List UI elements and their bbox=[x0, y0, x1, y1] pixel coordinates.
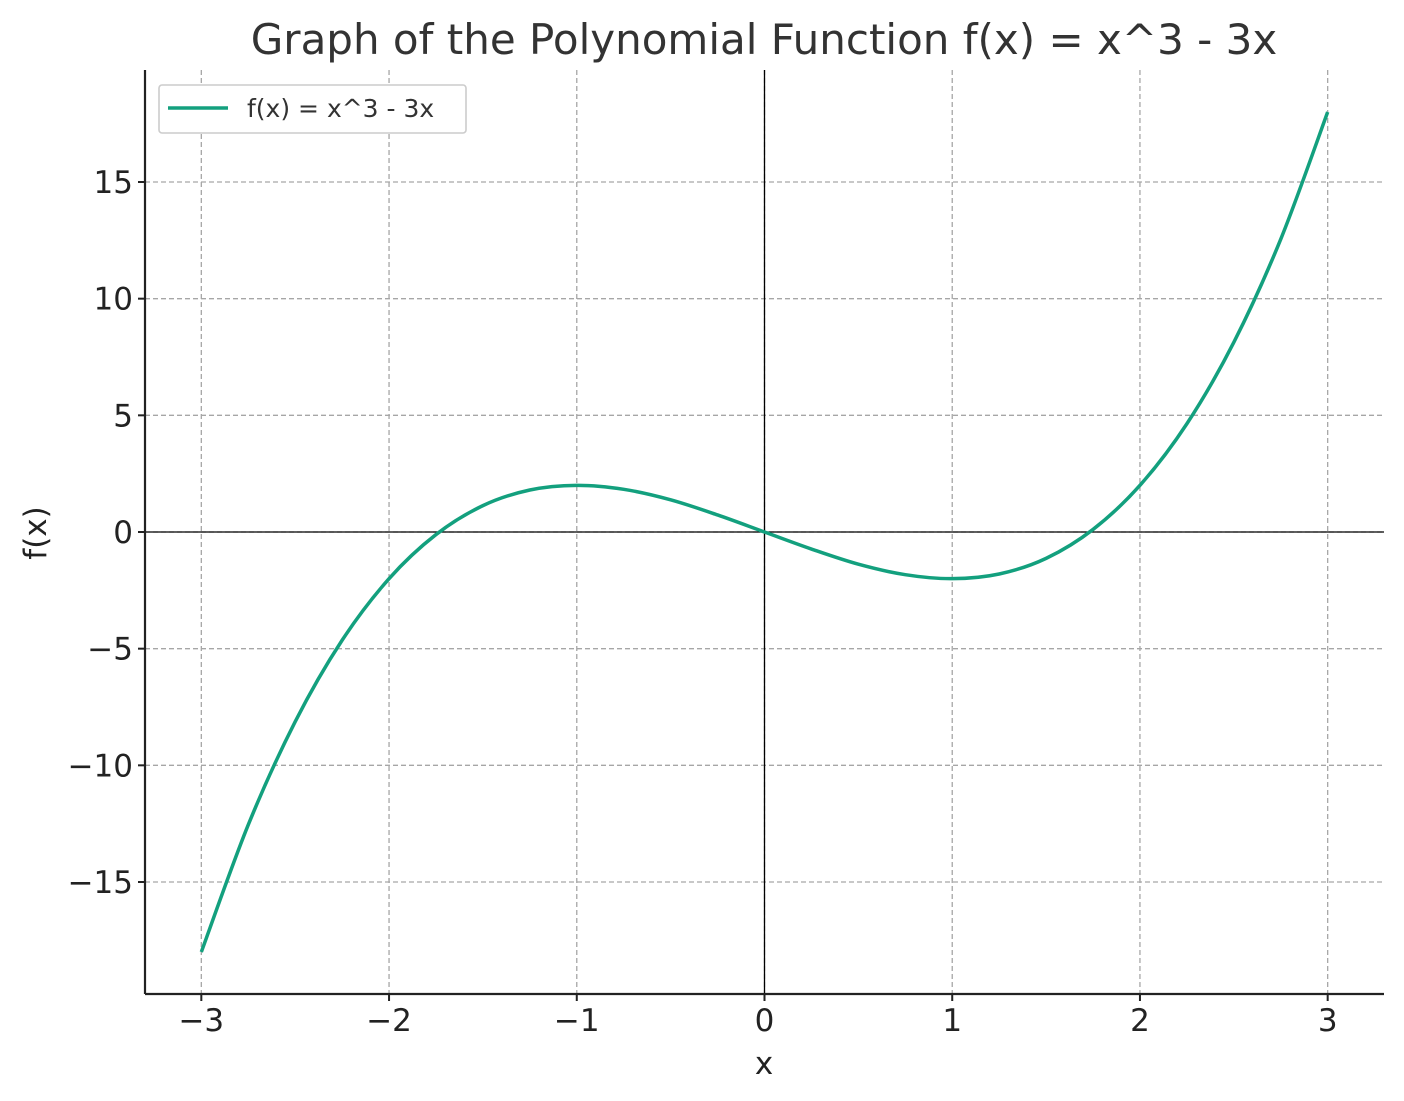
y-tick-label: −5 bbox=[87, 632, 133, 668]
x-tick-label: −1 bbox=[554, 1003, 600, 1039]
x-tick-label: −3 bbox=[178, 1003, 224, 1039]
x-tick-label: 2 bbox=[1130, 1003, 1150, 1039]
x-tick-label: 0 bbox=[755, 1003, 775, 1039]
legend: f(x) = x^3 - 3x bbox=[158, 84, 467, 134]
y-tick-label: 0 bbox=[113, 515, 133, 551]
x-axis-label: x bbox=[755, 1046, 773, 1082]
x-tick-label: 1 bbox=[942, 1003, 962, 1039]
y-axis-label: f(x) bbox=[18, 506, 54, 559]
legend-box bbox=[158, 84, 467, 134]
series-line-0 bbox=[199, 111, 1330, 953]
y-tick-label: 15 bbox=[94, 165, 133, 201]
x-tick-label: −2 bbox=[366, 1003, 412, 1039]
chart-title: Graph of the Polynomial Function f(x) = … bbox=[251, 15, 1278, 64]
y-tick-label: −15 bbox=[68, 865, 133, 901]
series-layer bbox=[199, 111, 1330, 953]
y-tick-label: 5 bbox=[113, 398, 133, 434]
y-tick-label: −10 bbox=[68, 748, 133, 784]
legend-label: f(x) = x^3 - 3x bbox=[247, 94, 434, 123]
y-tick-label: 10 bbox=[94, 282, 133, 318]
x-tick-label: 3 bbox=[1318, 1003, 1338, 1039]
